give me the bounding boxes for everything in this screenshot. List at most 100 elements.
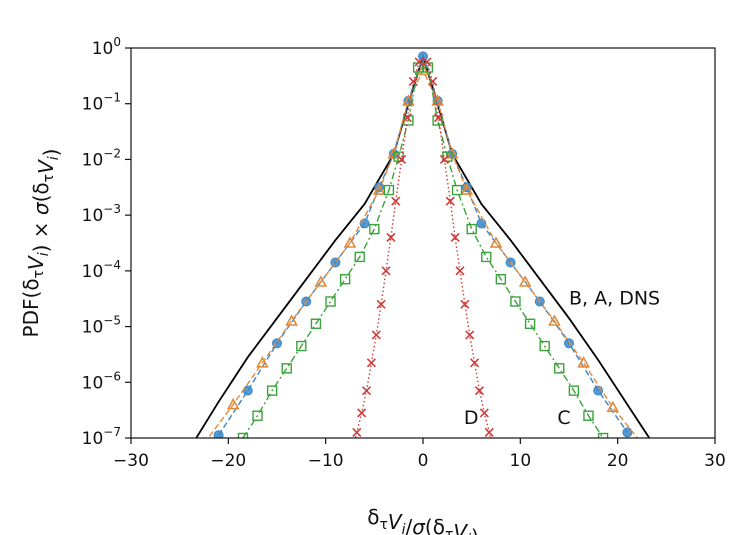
- series-2-point: [418, 51, 428, 62]
- series-2-point: [213, 430, 224, 438]
- series-4-point: [495, 274, 507, 285]
- series-4-point: [554, 363, 565, 374]
- series-3-point: [489, 236, 503, 248]
- series-4-point: [510, 296, 521, 307]
- series-4-point: [354, 251, 365, 263]
- y-tick-label: 10−6: [82, 369, 121, 393]
- series-3-point: [226, 397, 240, 410]
- y-tick-label: 10−7: [82, 425, 121, 449]
- y-tick-label: 10−2: [82, 146, 121, 170]
- series-4-point: [597, 432, 609, 438]
- series-5-point: [408, 76, 418, 86]
- series-4-point: [583, 410, 594, 421]
- y-tick-label: 10−1: [82, 91, 121, 115]
- series-4-point: [568, 385, 580, 396]
- series-5-point: [371, 330, 381, 340]
- series-4-point: [325, 296, 336, 307]
- series-1-line: [195, 53, 651, 438]
- x-tick-label: −10: [308, 451, 344, 471]
- series-2-point: [564, 338, 574, 349]
- series-4-point: [369, 223, 380, 235]
- series-4-point: [310, 318, 322, 329]
- series-5-point: [376, 299, 386, 309]
- series-3-point: [402, 94, 415, 106]
- annotation-label: D: [464, 407, 479, 429]
- series-5-point: [434, 113, 444, 123]
- series-5-point: [445, 196, 455, 206]
- series-3-point: [518, 275, 532, 287]
- series-5-point: [470, 358, 480, 368]
- series-3-point: [416, 63, 430, 76]
- series-5-point: [479, 408, 489, 418]
- series-4-point: [481, 251, 492, 263]
- series-3-line: [207, 68, 639, 438]
- series-3-point: [641, 436, 643, 438]
- series-5: [349, 57, 497, 453]
- series-5-point: [422, 57, 432, 67]
- series-3-point: [285, 314, 298, 326]
- series-4-point: [296, 340, 307, 352]
- series-5-point: [357, 408, 367, 418]
- x-tick-label: 30: [704, 451, 726, 471]
- series-3-point: [372, 183, 386, 195]
- x-tick-label: 10: [510, 451, 532, 471]
- series-5-point: [361, 386, 372, 396]
- series-1: [195, 53, 651, 438]
- series-5-point: [414, 57, 424, 67]
- x-tick-label: −20: [210, 451, 246, 471]
- plot-frame: [130, 47, 716, 439]
- series-4-line: [242, 66, 604, 438]
- series-4: [237, 62, 609, 438]
- series-4-point: [539, 340, 550, 352]
- series-5-point: [397, 154, 407, 164]
- series-3-point: [606, 400, 620, 413]
- series-5-point: [366, 358, 376, 368]
- series-4-point: [466, 223, 477, 235]
- series-5-point: [386, 232, 396, 242]
- series-2-point: [242, 385, 253, 396]
- series-5-point: [484, 427, 494, 437]
- axis-titles: δτVi/σ(δτVi) PDF(δτVi) × σ(δτVi): [19, 149, 479, 535]
- series-4-point: [442, 151, 453, 162]
- series-3-point: [256, 356, 269, 368]
- series-2-point: [476, 218, 487, 229]
- y-tick-label: 10−3: [82, 202, 121, 226]
- series-5-point: [489, 445, 497, 453]
- x-tick-label: −30: [113, 451, 149, 471]
- series-4-point: [237, 432, 249, 438]
- annotation-label: C: [557, 407, 570, 429]
- data-layer: [195, 51, 651, 453]
- series-5-point: [349, 445, 357, 453]
- series-3-point: [577, 356, 590, 368]
- x-tick-label: 20: [607, 451, 629, 471]
- y-ticks: 100 10−1 10−2 10−3 10−4 10−5 10−6 10−7: [82, 35, 131, 449]
- x-ticks: −30 −20 −10 0 10 20 30: [113, 438, 726, 471]
- series-5-point: [455, 266, 465, 276]
- x-axis-title: δτVi/σ(δτVi): [367, 505, 479, 535]
- y-tick-label: 100: [92, 35, 121, 59]
- x-tick-label: 0: [418, 451, 429, 471]
- series-5-point: [352, 427, 362, 437]
- series-4-point: [524, 318, 536, 329]
- series-3: [203, 63, 643, 438]
- series-3-point: [314, 275, 328, 287]
- series-5-point: [450, 232, 460, 242]
- series-3-point: [343, 236, 357, 248]
- series-2: [213, 51, 633, 438]
- series-5-point: [402, 113, 412, 123]
- series-4-point: [281, 363, 292, 374]
- series-2-point: [622, 427, 633, 438]
- series-3-point: [548, 314, 561, 326]
- y-tick-label: 10−4: [82, 258, 121, 282]
- series-5-point: [439, 154, 449, 164]
- series-5-point: [460, 299, 470, 309]
- series-4-point: [451, 184, 463, 196]
- annotation-label: B, A, DNS: [569, 287, 660, 309]
- series-4-point: [252, 410, 263, 421]
- series-3-point: [460, 183, 474, 195]
- series-4-point: [383, 184, 395, 196]
- series-3-point: [203, 436, 205, 438]
- series-4-point: [393, 151, 404, 162]
- series-5-line: [354, 61, 492, 438]
